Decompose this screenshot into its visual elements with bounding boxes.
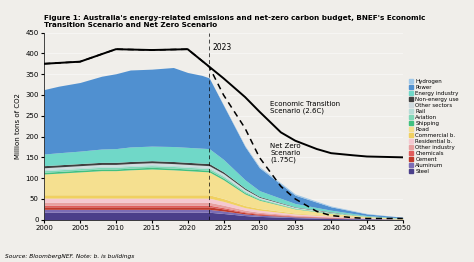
Text: Figure 1: Australia's energy-related emissions and net-zero carbon budget, BNEF': Figure 1: Australia's energy-related emi… (44, 15, 426, 28)
Legend: Hydrogen, Power, Energy industry, Non-energy use, Other sectors, Rail, Aviation,: Hydrogen, Power, Energy industry, Non-en… (409, 79, 459, 174)
Text: Source: BloombergNEF. Note: b. is buildings: Source: BloombergNEF. Note: b. is buildi… (5, 254, 134, 259)
Text: Economic Transition
Scenario (2.6C): Economic Transition Scenario (2.6C) (270, 101, 340, 114)
Text: Net Zero
Scenario
(1.75C): Net Zero Scenario (1.75C) (270, 143, 301, 163)
Text: 2023: 2023 (213, 43, 232, 52)
Y-axis label: Million tons of CO2: Million tons of CO2 (15, 93, 21, 159)
